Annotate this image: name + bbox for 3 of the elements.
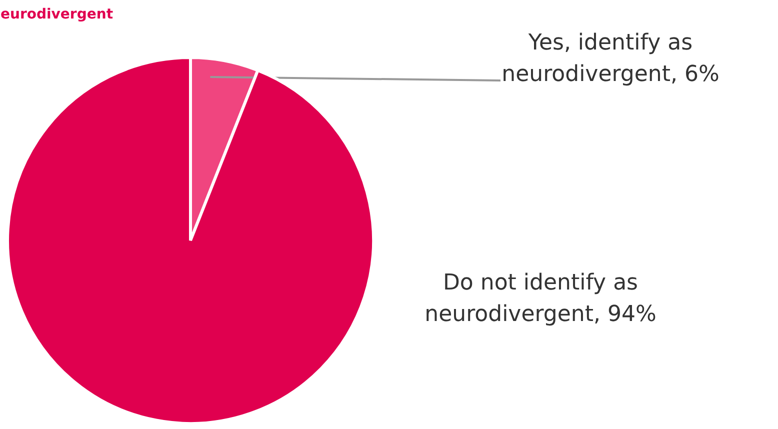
chart-title: eurodivergent bbox=[0, 6, 114, 22]
slice-label: Do not identify as neurodivergent, 94% bbox=[424, 270, 656, 327]
slice-label: Yes, identify as neurodivergent, 6% bbox=[502, 30, 720, 87]
